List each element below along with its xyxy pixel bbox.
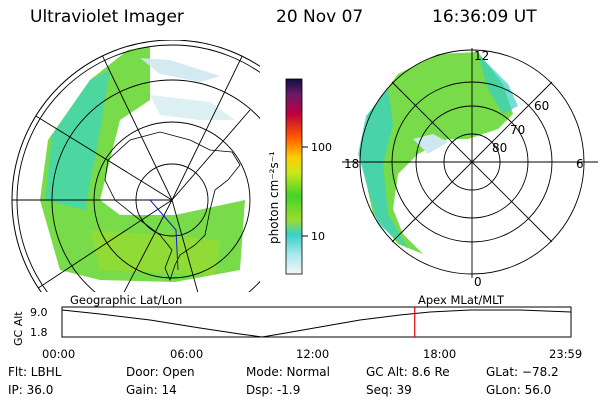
info-flt: Flt: LBHL — [8, 365, 62, 379]
info-gain: Gain: 14 — [126, 383, 177, 397]
mlt-label-6: 6 — [576, 157, 584, 171]
x-tick-1800: 18:00 — [423, 347, 457, 361]
colorbar-unit-label: photon cm⁻²s⁻¹ — [267, 151, 281, 244]
orbit-altitude-curve — [61, 309, 572, 338]
colorbar: 100 10 photon cm⁻²s⁻¹ — [267, 78, 332, 275]
info-glon: GLon: 56.0 — [486, 383, 552, 397]
info-glat: GLat: −78.2 — [486, 365, 559, 379]
y-tick-9: 9.0 — [30, 306, 48, 319]
info-mode: Mode: Normal — [246, 365, 330, 379]
mlt-label-18: 18 — [344, 157, 359, 171]
orbit-altitude-plot: 9.0 1.8 GC Alt — [12, 306, 572, 346]
mlt-label-12: 12 — [474, 49, 489, 63]
date-label: 20 Nov 07 — [276, 7, 364, 27]
y-tick-1.8: 1.8 — [30, 326, 48, 339]
continent-outline — [104, 131, 241, 282]
geographic-map-label: Geographic Lat/Lon — [70, 293, 183, 307]
mlt-label-0: 0 — [474, 275, 482, 289]
colorbar-gradient — [285, 78, 303, 275]
info-door: Door: Open — [126, 365, 195, 379]
lat-label-70: 70 — [510, 123, 525, 137]
magnetic-map-label: Apex MLat/MLT — [418, 293, 505, 307]
geographic-map — [11, 40, 260, 292]
orbit-plot-frame — [61, 306, 572, 338]
x-tick-0000: 00:00 — [42, 347, 76, 361]
orbit-y-label: GC Alt — [12, 311, 25, 346]
time-label: 16:36:09 UT — [432, 7, 537, 27]
aurora-emission-oval — [358, 52, 518, 254]
x-tick-2359: 23:59 — [549, 347, 583, 361]
colorbar-tick-100: 100 — [311, 141, 332, 154]
info-seq: Seq: 39 — [366, 383, 412, 397]
lat-label-60: 60 — [534, 99, 549, 113]
info-dsp: Dsp: -1.9 — [246, 383, 301, 397]
colorbar-tick-10: 10 — [311, 230, 325, 243]
instrument-title: Ultraviolet Imager — [30, 7, 184, 27]
magnetic-map: 12 18 6 0 60 70 80 — [342, 48, 598, 289]
lat-label-80: 80 — [492, 141, 507, 155]
info-ip: IP: 36.0 — [8, 383, 54, 397]
x-tick-1200: 12:00 — [296, 347, 330, 361]
info-gcalt: GC Alt: 8.6 Re — [366, 365, 450, 379]
x-tick-0600: 06:00 — [170, 347, 204, 361]
